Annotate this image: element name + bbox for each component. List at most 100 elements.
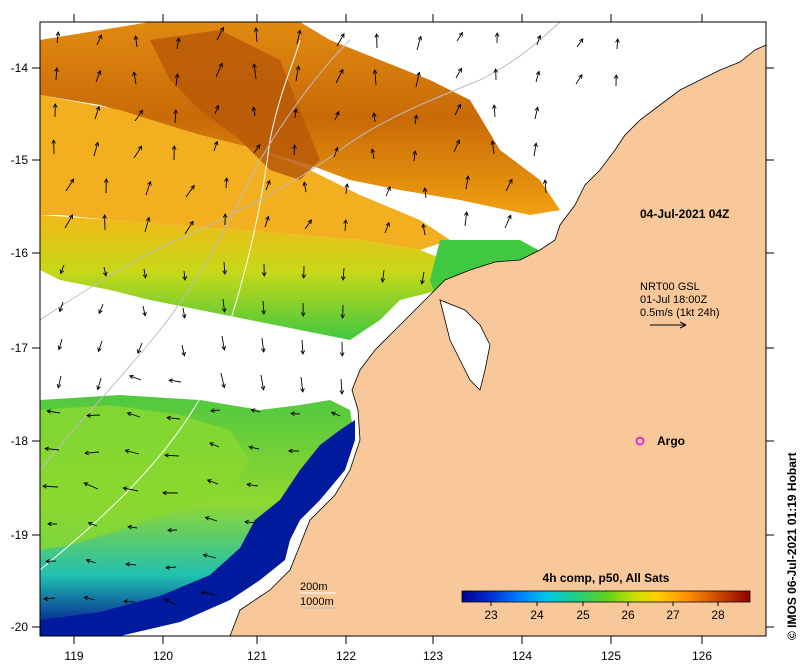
- current-arrow: [304, 219, 312, 230]
- current-arrow: [336, 33, 345, 47]
- current-arrow: [300, 339, 306, 355]
- lat-tick-label: -19: [11, 528, 29, 542]
- current-arrow: [413, 114, 419, 125]
- current-arrow: [168, 378, 182, 383]
- sst-dark-streak: [150, 30, 320, 180]
- lon-tick-label: 122: [336, 649, 356, 663]
- colorbar-ticks: 23 24 25 26 27 28: [484, 602, 725, 622]
- current-arrow: [293, 108, 298, 119]
- current-arrow: [422, 187, 428, 199]
- current-arrow: [370, 148, 376, 160]
- current-arrow: [65, 178, 75, 192]
- current-arrow: [174, 73, 180, 87]
- current-arrow: [505, 178, 513, 192]
- current-arrow: [102, 214, 107, 231]
- current-arrow: [454, 103, 462, 116]
- current-arrow: [46, 409, 61, 414]
- current-arrow: [343, 219, 348, 232]
- current-arrow: [55, 31, 61, 44]
- sst-coastal-cold: [40, 420, 355, 636]
- current-arrow: [85, 558, 97, 564]
- current-arrow: [224, 177, 229, 189]
- current-arrow: [202, 553, 217, 559]
- current-arrow: [296, 29, 302, 45]
- current-arrow: [133, 35, 139, 48]
- current-arrow: [576, 38, 584, 48]
- map-area: [40, 22, 766, 636]
- colorbar: 4h comp, p50, All Sats 23 24 25 26 27 28: [461, 571, 751, 622]
- colorbar-tick-label: 25: [576, 608, 590, 622]
- current-arrow: [416, 35, 423, 51]
- lat-tick-label: -17: [11, 341, 29, 355]
- current-arrow: [164, 453, 180, 458]
- current-arrow: [84, 450, 100, 456]
- current-arrow: [384, 221, 390, 234]
- current-arrow: [380, 269, 386, 283]
- current-arrow: [214, 104, 220, 115]
- current-arrow: [260, 374, 266, 391]
- current-arrow: [339, 378, 345, 395]
- current-arrow: [330, 411, 341, 417]
- current-arrow: [492, 104, 497, 118]
- current-arrow: [339, 341, 345, 357]
- lon-tick-label: 121: [247, 649, 267, 663]
- lon-tick-label: 119: [64, 649, 83, 663]
- current-arrow: [613, 74, 619, 87]
- current-arrow: [59, 264, 65, 275]
- current-info-line2: 01-Jul 18:00Z: [640, 294, 708, 306]
- current-arrow: [45, 558, 57, 564]
- current-arrow: [494, 32, 500, 44]
- current-arrow: [166, 415, 181, 421]
- current-arrow: [208, 442, 220, 448]
- current-arrow: [173, 109, 178, 124]
- current-arrow: [206, 479, 219, 485]
- current-arrow: [167, 527, 178, 533]
- current-arrow: [103, 178, 109, 194]
- current-arrow: [132, 71, 137, 85]
- current-arrow: [250, 408, 261, 413]
- lat-tick-label: -20: [11, 620, 29, 634]
- current-arrow: [222, 213, 228, 226]
- current-arrow: [575, 73, 583, 85]
- axis-ticks: 119 120 121 122 123 124 125 126 -14 -15 -16 -17 -18 -…: [11, 14, 774, 663]
- current-arrow: [246, 482, 259, 488]
- current-arrow: [171, 145, 177, 161]
- lon-tick-label: 126: [692, 649, 712, 663]
- colorbar-gradient: [461, 590, 751, 603]
- current-arrow: [261, 300, 266, 315]
- current-arrow: [536, 34, 542, 46]
- current-arrow: [385, 186, 391, 197]
- current-arrow: [102, 266, 108, 277]
- current-arrow: [86, 413, 101, 418]
- current-arrow: [302, 181, 308, 193]
- current-arrow: [292, 144, 297, 156]
- current-arrow: [200, 590, 216, 596]
- current-arrow: [95, 69, 102, 83]
- contour-1000m: [40, 39, 351, 471]
- current-arrow: [126, 411, 141, 418]
- lon-tick-label: 124: [512, 649, 532, 663]
- current-arrow: [128, 374, 142, 381]
- current-arrow: [83, 482, 99, 490]
- argo-label: Argo: [657, 434, 685, 448]
- current-arrow: [456, 31, 463, 42]
- sst-warm-band-south: [40, 95, 450, 250]
- current-arrow: [221, 298, 227, 313]
- colorbar-tick-label: 23: [484, 608, 498, 622]
- scale-arrow: [650, 321, 687, 329]
- current-arrow: [176, 37, 181, 50]
- colorbar-tick-label: 27: [666, 608, 680, 622]
- current-arrow: [504, 214, 512, 229]
- current-arrow: [51, 139, 56, 155]
- current-arrow: [185, 184, 195, 198]
- current-arrow: [204, 516, 218, 522]
- current-arrow: [97, 340, 103, 353]
- colorbar-tick-label: 26: [621, 608, 635, 622]
- colorbar-tick-label: 24: [530, 608, 544, 622]
- contour-shelf: [40, 22, 561, 321]
- current-arrow: [136, 342, 143, 355]
- current-arrow: [295, 65, 301, 82]
- current-arrow: [253, 27, 259, 43]
- lat-tick-label: -15: [11, 153, 29, 167]
